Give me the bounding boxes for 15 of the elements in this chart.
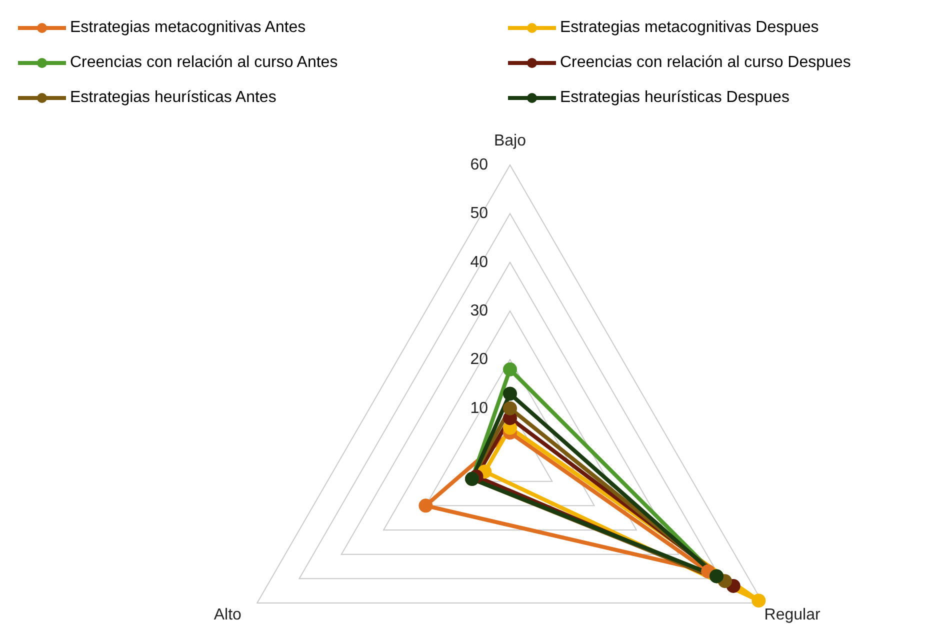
- spoke-label: Regular: [764, 606, 822, 624]
- legend-label: Creencias con relación al curso Despues: [560, 54, 851, 72]
- legend-label: Creencias con relación al curso Antes: [70, 54, 338, 72]
- y-tick-label: 50: [470, 205, 488, 222]
- legend-label: Estrategias metacognitivas Antes: [70, 18, 306, 37]
- spoke-label: Bajo: [494, 132, 526, 150]
- y-tick-label: 10: [470, 400, 488, 417]
- legend-label: Estrategias heurísticas Despues: [560, 89, 790, 108]
- y-tick-label: 30: [470, 302, 488, 320]
- legend-label: Estrategias metacognitivas Despues: [560, 18, 819, 37]
- spoke-label: Alto: [214, 606, 242, 624]
- y-tick-label: 20: [470, 351, 488, 368]
- y-tick-label: 60: [470, 156, 488, 174]
- legend-label: Estrategias heurísticas Antes: [70, 89, 276, 108]
- y-tick-label: 40: [470, 254, 488, 271]
